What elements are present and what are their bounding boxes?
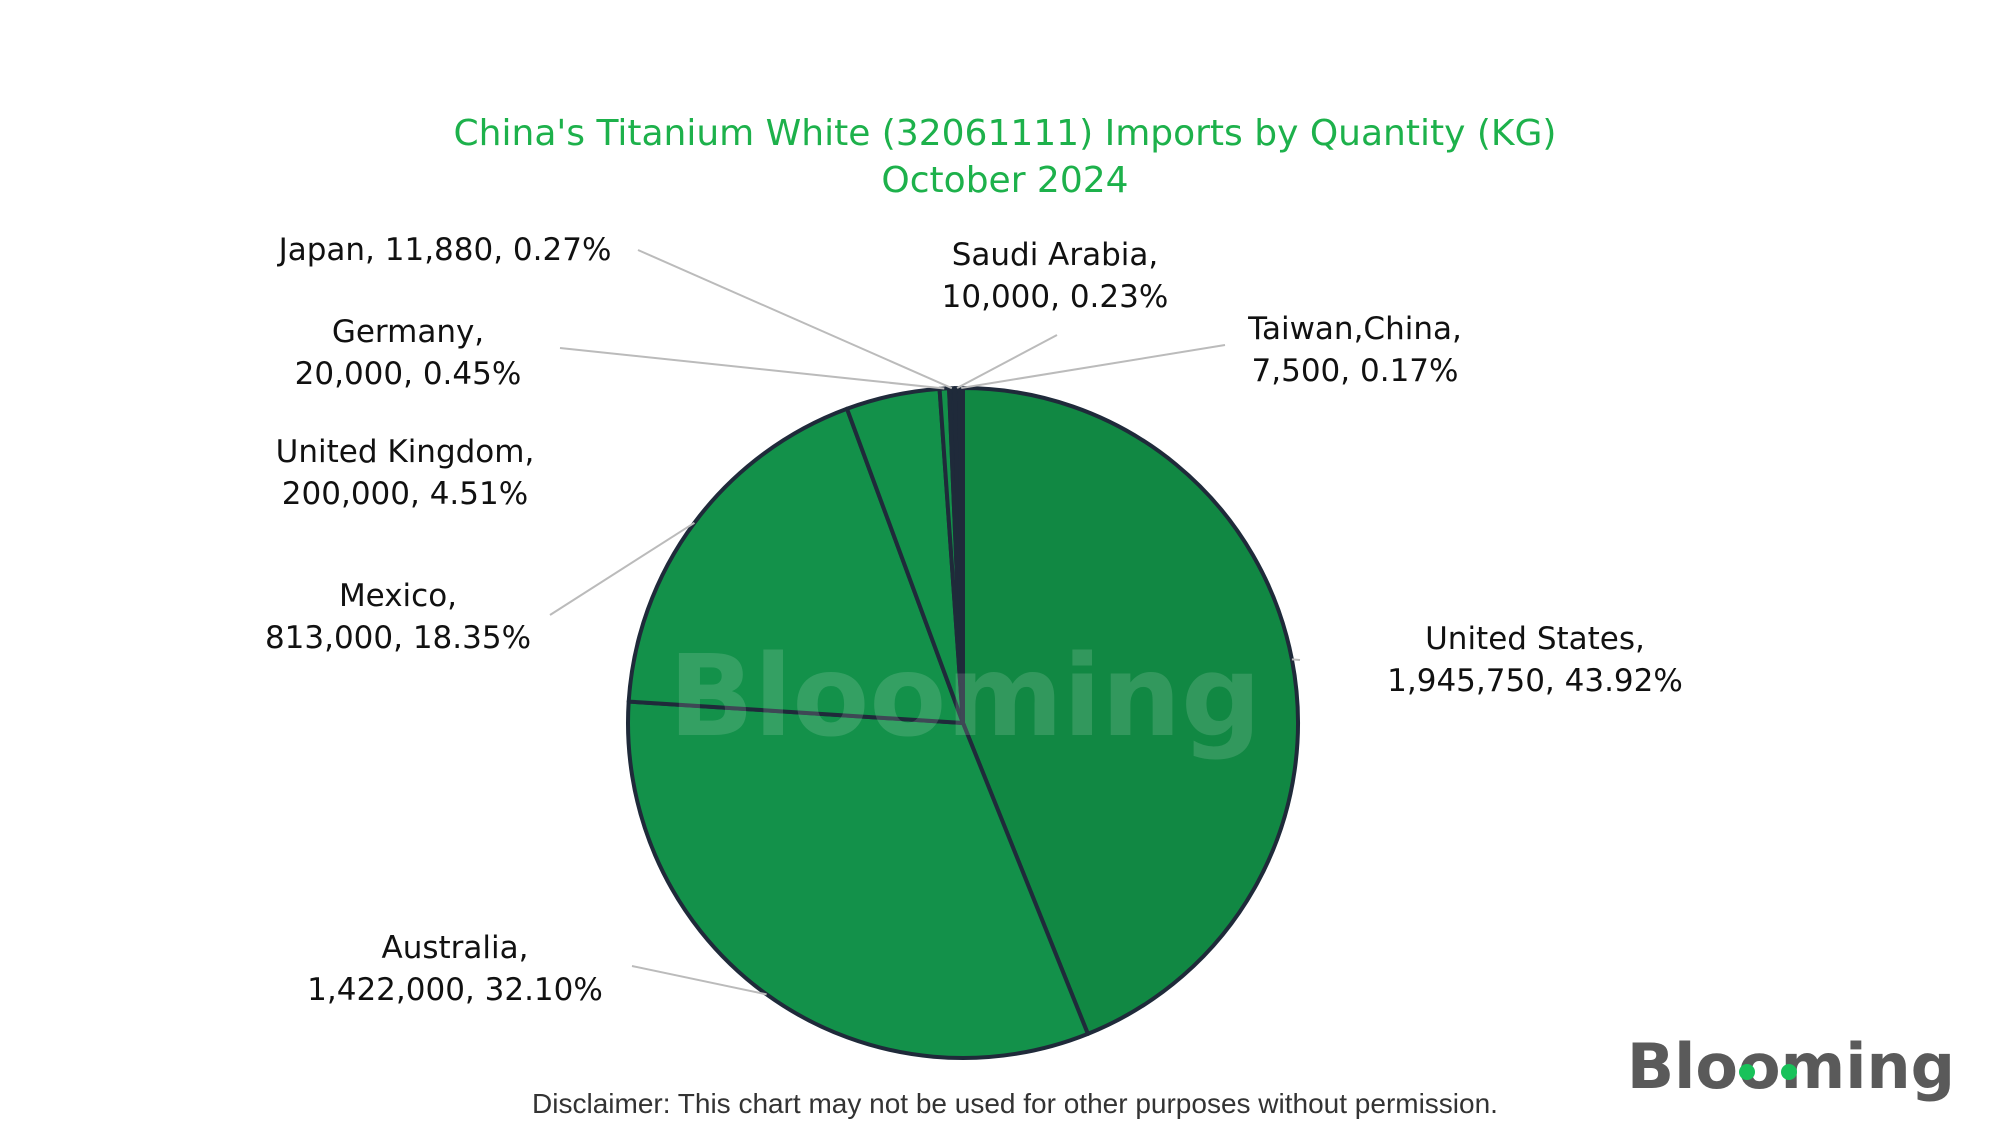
- slice-label-value: 10,000, 0.23%: [942, 279, 1169, 315]
- pie-slice-australia: [626, 699, 1090, 1060]
- slice-label-germany: Germany, 20,000, 0.45%: [295, 314, 522, 392]
- slice-label-value: 1,422,000, 32.10%: [307, 972, 603, 1008]
- slice-label-value: 1,945,750, 43.92%: [1387, 663, 1683, 699]
- blooming-logo: Blooming: [1627, 1030, 1955, 1103]
- slice-label-name: United Kingdom,: [276, 434, 535, 470]
- slice-label-name: Mexico,: [339, 578, 457, 614]
- leader-line-germany: [559, 347, 945, 390]
- chart-subtitle: October 2024: [881, 160, 1128, 201]
- slice-label-australia: Australia, 1,422,000, 32.10%: [307, 930, 603, 1008]
- slice-label-value: 200,000, 4.51%: [282, 476, 528, 512]
- slice-label-japan: Japan, 11,880, 0.27%: [277, 232, 612, 268]
- pie-slice-united-states: [961, 386, 1300, 1036]
- slice-label-name: United States,: [1425, 621, 1645, 657]
- slice-label-name: Germany,: [332, 314, 484, 350]
- slice-label-united-kingdom: United Kingdom, 200,000, 4.51%: [276, 434, 535, 512]
- slice-label-mexico: Mexico, 813,000, 18.35%: [265, 578, 531, 656]
- slice-label-name: Saudi Arabia,: [952, 237, 1159, 273]
- leader-line-saudi-arabia: [956, 334, 1058, 389]
- watermark: Blooming: [669, 632, 1262, 762]
- slice-label-saudi-arabia: Saudi Arabia, 10,000, 0.23%: [942, 237, 1169, 315]
- logo-dot-icon: [1739, 1064, 1755, 1080]
- slice-label-value: 7,500, 0.17%: [1252, 353, 1459, 389]
- slice-label-value: 813,000, 18.35%: [265, 620, 531, 656]
- leader-line-united-states: [1291, 658, 1301, 661]
- leader-line-australia: [631, 965, 767, 996]
- chart-title: China's Titanium White (32061111) Import…: [454, 113, 1557, 154]
- slice-label-value: 20,000, 0.45%: [295, 356, 522, 392]
- slice-label-taiwan-china: Taiwan,China, 7,500, 0.17%: [1247, 311, 1462, 389]
- logo-dot-icon: [1781, 1064, 1797, 1080]
- slice-label-name: Taiwan,China,: [1247, 311, 1462, 347]
- leader-lines: [549, 249, 1301, 996]
- pie-slices: [626, 386, 1300, 1060]
- disclaimer: Disclaimer: This chart may not be used f…: [532, 1088, 1498, 1119]
- slice-label-united-states: United States, 1,945,750, 43.92%: [1387, 621, 1683, 699]
- slice-label-name: Australia,: [382, 930, 529, 966]
- leader-line-taiwan-china: [961, 344, 1226, 389]
- slice-labels: United States, 1,945,750, 43.92% Australia…: [265, 232, 1683, 1008]
- leader-line-japan: [637, 249, 953, 390]
- leader-line-mexico: [549, 521, 695, 616]
